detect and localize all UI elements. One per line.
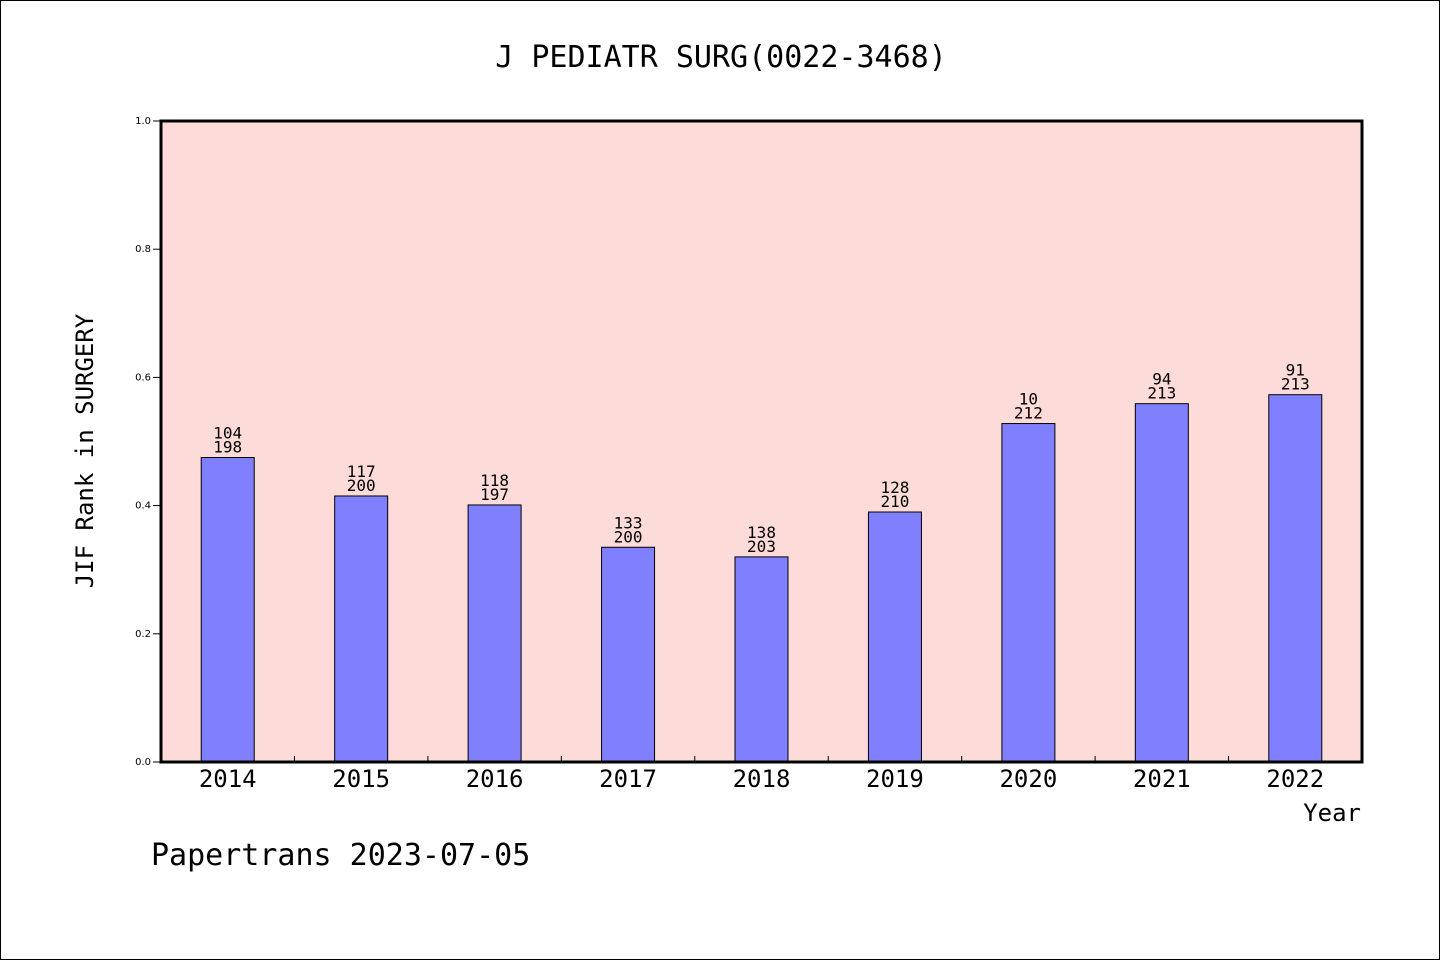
total-label-2017: 200 [614, 527, 643, 546]
total-label-2018: 203 [747, 537, 776, 556]
bar-2018 [734, 556, 789, 763]
bar-2017 [601, 546, 656, 763]
bars-group [200, 394, 1323, 763]
x-tick-2019: 2019 [866, 765, 924, 793]
x-tick-2016: 2016 [466, 765, 524, 793]
x-tick-2021: 2021 [1133, 765, 1191, 793]
x-axis-label: Year [1303, 799, 1361, 827]
y-axis: 0.0 0.2 0.4 0.6 0.8 1.0 [135, 116, 161, 768]
y-tick-label: 0.8 [135, 244, 151, 255]
x-tick-2017: 2017 [599, 765, 657, 793]
x-tick-2018: 2018 [733, 765, 791, 793]
footer-text: Papertrans 2023-07-05 [151, 838, 530, 873]
total-label-2022: 213 [1281, 375, 1310, 394]
rank-label-2015: 117 [347, 462, 376, 481]
y-tick-label: 0.2 [135, 629, 151, 640]
total-label-2021: 213 [1147, 384, 1176, 403]
rank-label-2018: 138 [747, 523, 776, 542]
x-axis: 2014 2015 2016 2017 2018 2019 2020 2021 2022 [199, 756, 1324, 793]
bar-2022 [1268, 394, 1323, 763]
bar-2015 [334, 495, 389, 763]
rank-label-2021: 94 [1152, 370, 1171, 389]
x-tick-2022: 2022 [1266, 765, 1324, 793]
x-tick-2014: 2014 [199, 765, 257, 793]
y-axis-label: JIF Rank in SURGERY [71, 313, 99, 588]
y-tick-label: 0.4 [135, 501, 151, 512]
bar-2014 [200, 457, 255, 763]
y-tick-label: 1.0 [135, 116, 151, 127]
total-label-2020: 212 [1014, 404, 1043, 423]
y-tick-label: 0.6 [135, 372, 151, 383]
total-label-2015: 200 [347, 476, 376, 495]
rank-label-2022: 91 [1286, 361, 1305, 380]
bar-2020 [1001, 423, 1056, 763]
rank-label-2016: 118 [480, 471, 509, 490]
x-tick-2020: 2020 [999, 765, 1057, 793]
bar-2016 [467, 504, 522, 763]
rank-label-2017: 133 [614, 513, 643, 532]
rank-label-2014: 104 [213, 424, 242, 443]
x-tick-2015: 2015 [332, 765, 390, 793]
rank-label-2020: 10 [1019, 390, 1038, 409]
total-label-2019: 210 [880, 492, 909, 511]
total-label-2016: 197 [480, 485, 509, 504]
rank-label-2019: 128 [880, 478, 909, 497]
y-tick-label: 0.0 [135, 757, 151, 768]
bar-2021 [1134, 403, 1189, 763]
bar-2019 [867, 511, 922, 763]
plot-border [159, 119, 1364, 764]
total-label-2014: 198 [213, 438, 242, 457]
chart-title: J PEDIATR SURG(0022-3468) [495, 40, 947, 75]
